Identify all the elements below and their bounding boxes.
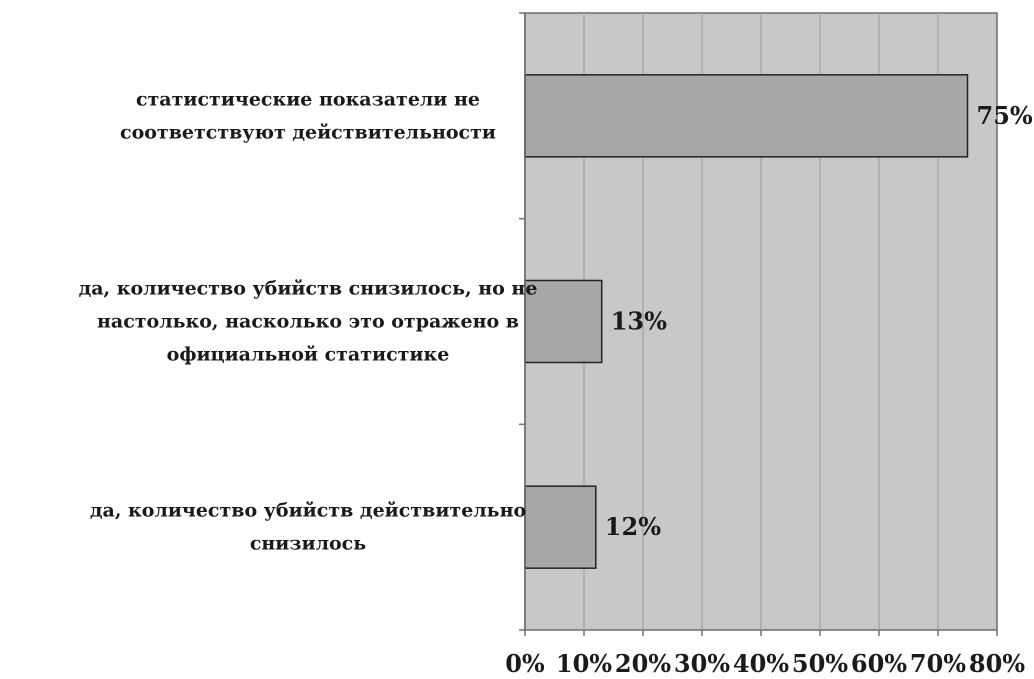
x-tick-label-8: 80% — [969, 649, 1025, 678]
x-tick-label-5: 50% — [792, 649, 848, 678]
category-labels: статистические показатели не соответствую… — [79, 88, 538, 554]
bar-2 — [524, 485, 597, 569]
x-tick-label-1: 10% — [556, 649, 612, 678]
x-tick-label-2: 20% — [615, 649, 671, 678]
bar-0 — [524, 74, 969, 158]
category-label-1: да, количество убийств снизилось, но не н… — [79, 278, 538, 366]
x-tick-label-0: 0% — [505, 649, 545, 678]
x-tick-label-7: 70% — [910, 649, 966, 678]
bar-1 — [524, 279, 603, 364]
data-labels: 75% 13% 12% — [605, 101, 1033, 541]
x-tick-label-3: 30% — [674, 649, 730, 678]
axes — [519, 12, 998, 636]
category-label-2: да, количество убийств действительно сниз… — [90, 500, 526, 555]
bars — [524, 74, 969, 569]
data-label-2: 12% — [605, 512, 661, 541]
data-label-0: 75% — [977, 101, 1033, 130]
category-label-0: статистические показатели не соответствую… — [120, 88, 496, 143]
x-tick-label-6: 60% — [851, 649, 907, 678]
data-label-1: 13% — [611, 307, 667, 336]
x-tick-label-4: 40% — [733, 649, 789, 678]
x-tick-labels: 0% 10% 20% 30% 40% 50% 60% 70% 80% — [505, 649, 1025, 678]
